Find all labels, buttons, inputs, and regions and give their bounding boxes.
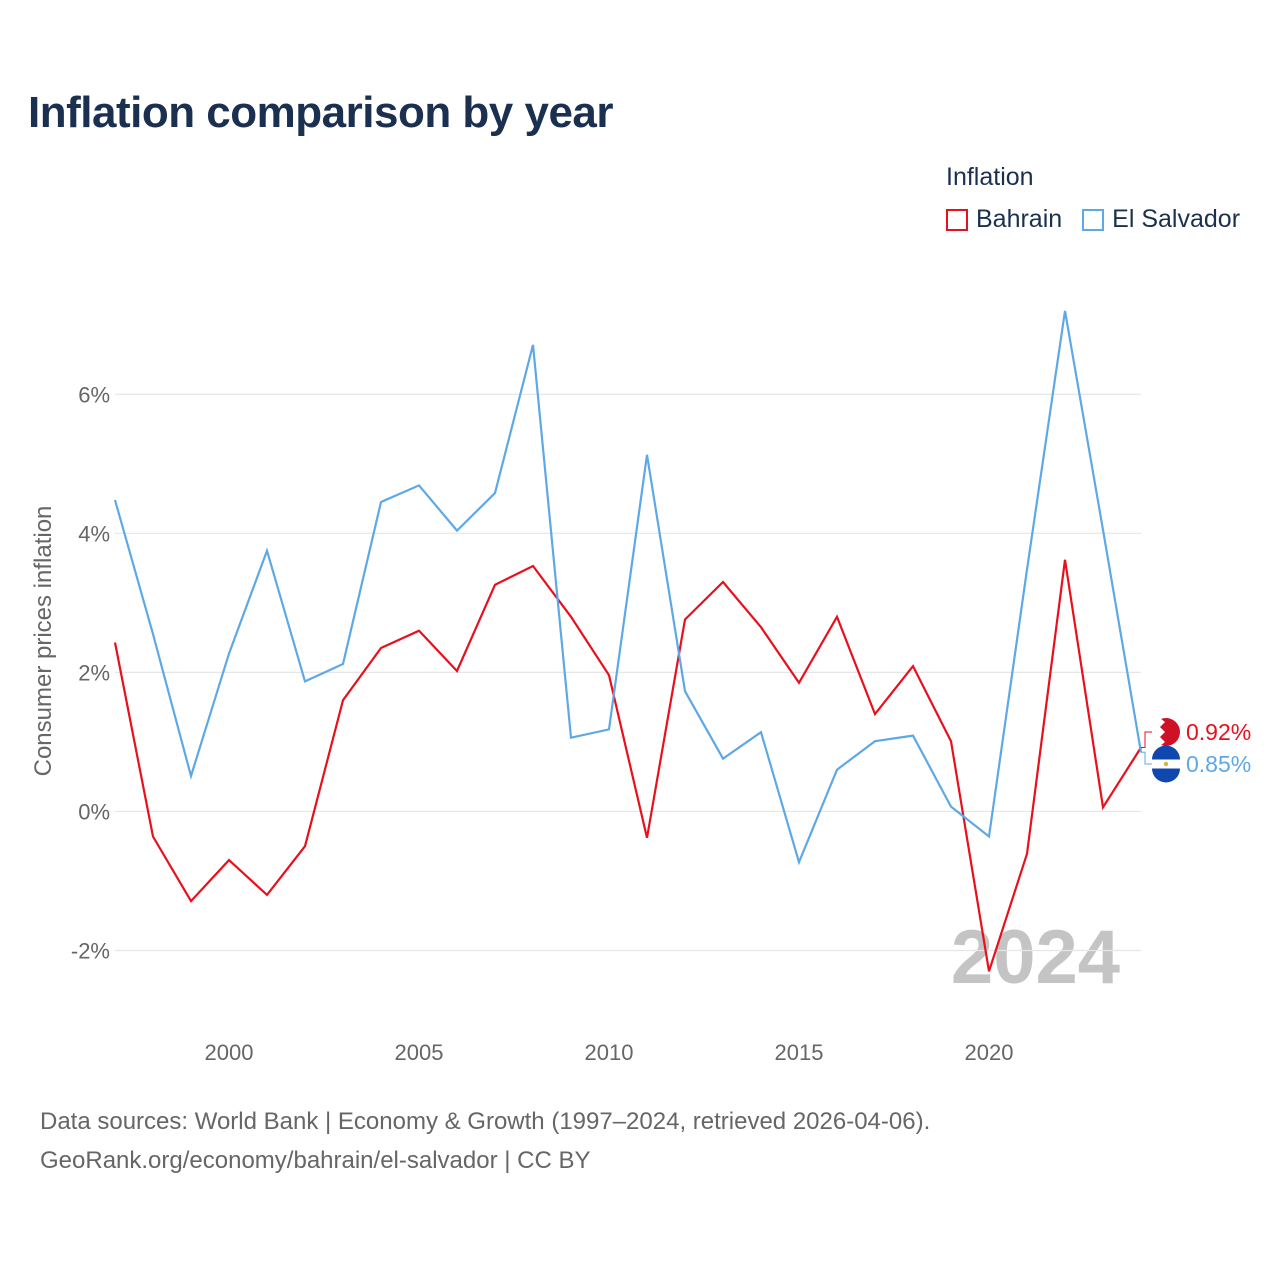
legend-label-el-salvador: El Salvador (1112, 205, 1241, 233)
y-axis-label: Consumer prices inflation (30, 506, 57, 777)
series-lines (113, 310, 1143, 972)
legend-item-bahrain[interactable]: Bahrain (946, 205, 1062, 234)
legend-label-bahrain: Bahrain (976, 205, 1063, 233)
legend-title: Inflation (946, 163, 1034, 191)
year-watermark: 2024 (951, 915, 1120, 1000)
end-label-el-salvador: 0.85% (1186, 751, 1251, 777)
flag-bahrain-icon (1152, 718, 1180, 746)
x-tick-label: 2000 (205, 1040, 254, 1065)
legend: Bahrain El Salvador (946, 205, 1260, 234)
flag-el-salvador-icon (1152, 745, 1181, 783)
x-tick-label: 2005 (395, 1040, 444, 1065)
footer-source: Data sources: World Bank | Economy & Gro… (40, 1108, 931, 1135)
legend-swatch-bahrain (946, 208, 968, 231)
x-axis-ticks: 2000 2005 2010 2015 2020 (205, 1040, 1014, 1065)
chart-title: Inflation comparison by year (28, 88, 614, 137)
y-tick-label: 0% (78, 799, 110, 824)
grid-lines (115, 393, 1141, 952)
y-tick-label: -2% (71, 938, 110, 963)
end-connector-el-salvador (1141, 751, 1153, 765)
y-axis-ticks: -2% 0% 2% 4% 6% (71, 382, 110, 963)
x-tick-label: 2015 (775, 1040, 824, 1065)
series-line-el-salvador (113, 310, 1143, 866)
legend-item-el-salvador[interactable]: El Salvador (1082, 205, 1240, 234)
y-tick-label: 4% (78, 521, 110, 546)
end-labels: 0.92% 0.85% (1141, 718, 1251, 783)
series-line-bahrain (113, 559, 1142, 972)
end-label-bahrain: 0.92% (1186, 719, 1251, 745)
end-connector-bahrain (1141, 731, 1153, 748)
x-tick-label: 2020 (965, 1040, 1014, 1065)
legend-swatch-el-salvador (1082, 208, 1105, 231)
y-tick-label: 2% (78, 660, 110, 685)
y-tick-label: 6% (78, 382, 110, 407)
x-tick-label: 2010 (585, 1040, 634, 1065)
footer-link[interactable]: GeoRank.org/economy/bahrain/el-salvador … (40, 1147, 591, 1174)
